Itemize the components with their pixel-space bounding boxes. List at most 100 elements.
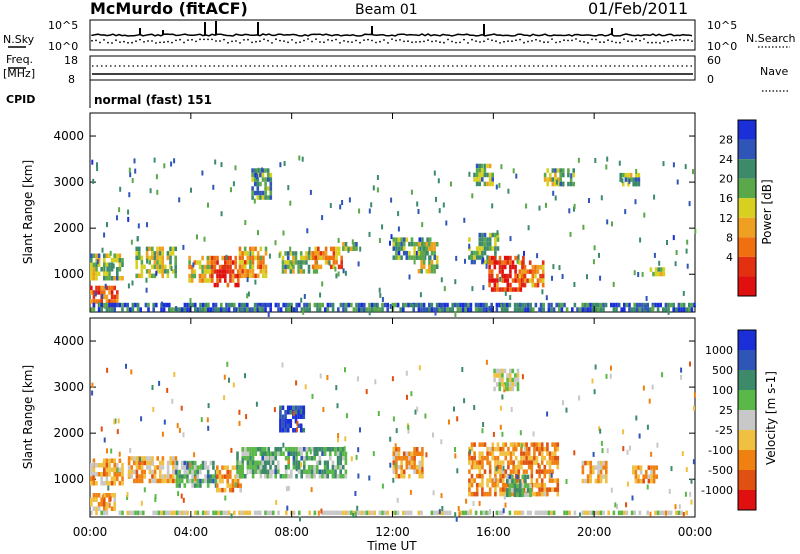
velocity-cell xyxy=(465,498,468,504)
power-cell xyxy=(339,204,342,210)
power-cell xyxy=(649,307,652,312)
velocity-cell xyxy=(522,451,526,456)
velocity-cell xyxy=(193,452,196,458)
power-cell xyxy=(602,302,605,308)
velocity-cell xyxy=(279,419,282,424)
velocity-cell xyxy=(501,482,505,488)
velocity-cell xyxy=(533,460,536,465)
velocity-cell xyxy=(481,491,484,497)
power-cell xyxy=(552,190,555,196)
power-cell xyxy=(251,269,255,274)
velocity-cell xyxy=(92,493,96,498)
power-cell xyxy=(672,307,675,312)
power-cell xyxy=(478,255,482,260)
nsearch-trace-point xyxy=(167,40,169,43)
velocity-ylabel: Slant Range [km] xyxy=(21,365,35,469)
velocity-cell xyxy=(92,506,96,511)
power-cell xyxy=(550,307,553,312)
power-cell xyxy=(605,164,608,170)
velocity-cell xyxy=(236,456,239,461)
power-cell xyxy=(421,241,424,247)
velocity-cell xyxy=(180,405,183,411)
power-cell xyxy=(110,262,114,267)
velocity-cell xyxy=(637,474,640,479)
power-cell xyxy=(305,302,309,308)
power-cell xyxy=(282,302,285,308)
velocity-cell xyxy=(386,510,389,516)
velocity-cell xyxy=(360,510,363,516)
velocity-cell xyxy=(320,508,323,514)
velocity-cell xyxy=(535,442,539,447)
velocity-cell xyxy=(305,447,309,452)
velocity-cell xyxy=(321,469,324,474)
velocity-cell xyxy=(584,478,587,484)
power-cell xyxy=(247,291,250,297)
velocity-cell xyxy=(513,445,516,451)
x-tick-label: 00:00 xyxy=(678,525,713,539)
velocity-cell xyxy=(302,410,306,415)
power-cell xyxy=(191,302,194,308)
power-cell xyxy=(246,251,250,256)
velocity-cell xyxy=(408,460,411,465)
power-cell xyxy=(372,185,375,191)
power-cell xyxy=(503,302,506,308)
velocity-cell xyxy=(277,447,280,452)
velocity-cell xyxy=(511,474,514,480)
velocity-cell xyxy=(284,423,287,428)
power-cell xyxy=(685,248,688,254)
power-cell xyxy=(253,302,257,308)
power-cell xyxy=(283,161,286,166)
power-cell xyxy=(302,255,306,261)
power-cell xyxy=(243,251,247,256)
velocity-cell xyxy=(637,478,640,484)
nsearch-trace-point xyxy=(287,41,289,44)
power-cell xyxy=(140,269,144,274)
power-cell xyxy=(509,282,512,288)
velocity-cell xyxy=(221,465,224,470)
velocity-cell xyxy=(594,364,597,370)
velocity-cell xyxy=(526,492,530,498)
power-cell xyxy=(233,307,236,312)
velocity-cell xyxy=(97,463,101,468)
power-cell xyxy=(95,258,98,263)
velocity-cell xyxy=(194,476,197,482)
power-cell xyxy=(440,303,443,309)
velocity-cell xyxy=(310,469,314,474)
velocity-cell xyxy=(468,478,471,483)
power-cell xyxy=(506,287,510,292)
velocity-cell xyxy=(356,505,359,511)
velocity-cell xyxy=(548,464,552,470)
power-cell xyxy=(509,255,512,261)
velocity-cell xyxy=(649,511,652,517)
velocity-cell xyxy=(246,460,250,465)
velocity-cell xyxy=(507,451,510,456)
velocity-cell xyxy=(292,447,296,452)
velocity-cell xyxy=(489,509,492,514)
velocity-cell xyxy=(113,493,116,498)
velocity-cell xyxy=(310,456,314,461)
velocity-cell xyxy=(478,455,482,461)
power-cell xyxy=(329,302,332,308)
velocity-cell xyxy=(300,456,303,461)
velocity-cell xyxy=(470,482,474,488)
velocity-cell xyxy=(480,510,483,516)
power-cell xyxy=(522,282,525,288)
power-cell xyxy=(425,246,429,251)
power-cell xyxy=(475,250,479,256)
velocity-cell xyxy=(284,469,288,474)
power-cell xyxy=(516,258,519,264)
velocity-cell xyxy=(308,447,311,452)
velocity-cell xyxy=(277,451,280,456)
velocity-cell xyxy=(183,510,187,516)
power-cell xyxy=(113,276,116,281)
power-cell xyxy=(269,302,272,308)
velocity-cell xyxy=(357,473,360,479)
power-cell xyxy=(506,255,510,261)
power-cell xyxy=(173,307,176,312)
power-cell xyxy=(506,302,509,308)
power-cell xyxy=(234,273,237,279)
velocity-cell xyxy=(470,442,474,447)
velocity-cell xyxy=(344,367,346,373)
velocity-cell xyxy=(546,411,549,417)
